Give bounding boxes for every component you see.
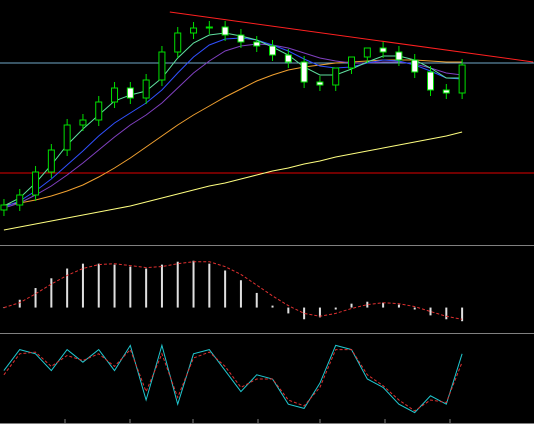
- histogram-bar: [239, 280, 242, 308]
- candle-body: [458, 64, 466, 94]
- histogram-bar: [382, 302, 385, 308]
- histogram-bar: [413, 307, 416, 310]
- histogram-bar: [208, 263, 211, 308]
- candle-body: [32, 171, 40, 196]
- oscillator-line: [3, 348, 463, 412]
- candle-body: [348, 56, 356, 69]
- histogram-bar: [81, 263, 84, 308]
- candle-body: [142, 79, 150, 99]
- histogram-bar: [350, 303, 353, 308]
- candle-body: [79, 119, 87, 126]
- histogram-bar: [50, 278, 53, 308]
- candle-body: [269, 45, 277, 56]
- histogram-bar: [224, 270, 227, 308]
- moving-average: [3, 43, 463, 209]
- candle-body: [190, 27, 198, 34]
- candle-body: [332, 67, 340, 86]
- histogram-bar: [113, 264, 116, 308]
- candle-body: [158, 51, 166, 81]
- candle-body: [174, 32, 182, 53]
- histogram-bar: [271, 305, 274, 308]
- candle-body: [395, 51, 403, 61]
- histogram-bar: [129, 266, 132, 308]
- signal-line: [3, 261, 463, 320]
- time-ticks: [64, 419, 451, 424]
- histogram-bar: [318, 307, 321, 318]
- histogram-bar: [176, 261, 179, 308]
- candle-body: [0, 204, 8, 211]
- histogram-bar: [34, 288, 37, 308]
- histogram-bar: [366, 301, 369, 308]
- candle-body: [379, 47, 387, 53]
- candle-body: [63, 124, 71, 151]
- histogram-bar: [429, 307, 432, 316]
- candle-body: [300, 61, 308, 83]
- candle-body: [427, 71, 435, 91]
- histogram-bar: [145, 268, 148, 308]
- candle-body: [16, 194, 24, 206]
- candle-body: [442, 89, 450, 94]
- histogram-bar: [334, 307, 337, 310]
- candle-body: [95, 101, 103, 121]
- candle-body: [411, 59, 419, 73]
- candle-body: [237, 34, 245, 43]
- candle-body: [221, 26, 229, 36]
- histogram-bar: [461, 307, 464, 322]
- candle-body: [363, 47, 371, 58]
- histogram-bar: [66, 268, 69, 308]
- candle-body: [284, 54, 292, 63]
- candle-body: [205, 26, 213, 29]
- histogram-bar: [445, 307, 448, 320]
- candle-body: [126, 87, 134, 99]
- histogram-bar: [397, 304, 400, 308]
- candle-body: [47, 149, 55, 173]
- histogram-bar: [303, 307, 306, 320]
- histogram-bar: [2, 307, 5, 309]
- trendline: [169, 11, 534, 63]
- histogram-bar: [287, 307, 290, 314]
- moving-average: [3, 131, 463, 231]
- candle-body: [111, 87, 119, 103]
- candle-body: [253, 41, 261, 47]
- candle-body: [316, 81, 324, 86]
- histogram-bar: [160, 264, 163, 308]
- histogram-bar: [192, 260, 195, 308]
- histogram-bar: [18, 299, 21, 308]
- histogram-bar: [97, 263, 100, 308]
- moving-average: [3, 32, 463, 207]
- moving-average: [3, 37, 463, 208]
- histogram-bar: [255, 292, 258, 308]
